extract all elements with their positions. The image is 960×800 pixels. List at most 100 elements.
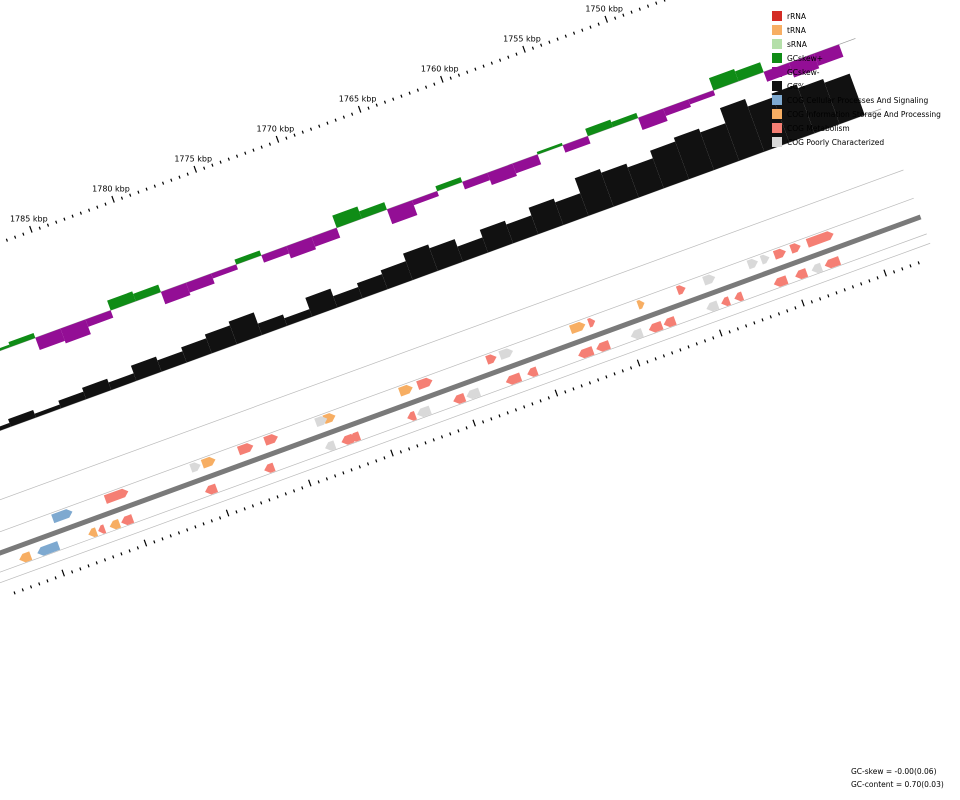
gene-forward-arrow	[189, 462, 201, 473]
track-guide-line	[0, 197, 914, 533]
outer-tick	[268, 142, 272, 146]
outer-tick	[383, 100, 387, 104]
legend-label: rRNA	[787, 11, 807, 21]
gene-reverse-arrow	[795, 268, 809, 280]
gc-content-stat: GC-content = 0.70(0.03)	[851, 780, 944, 789]
gc-content-bar	[798, 79, 840, 134]
gene-forward-arrow	[485, 354, 497, 365]
inner-tick	[424, 441, 427, 445]
gene-reverse-arrow	[663, 316, 677, 328]
gene-forward-arrow	[263, 434, 278, 446]
inner-tick	[112, 555, 115, 559]
gc-skew-bar	[133, 284, 161, 302]
gc-skew-bar	[160, 282, 191, 305]
gc-content-bar	[627, 158, 664, 198]
gc-skew-bar	[261, 246, 290, 263]
gc-content-bar	[650, 141, 689, 189]
outer-tick	[556, 37, 559, 41]
inner-tick	[308, 479, 312, 487]
outer-tick	[408, 91, 411, 95]
gc-content-bar	[58, 391, 87, 409]
inner-tick	[506, 411, 509, 415]
inner-tick	[523, 405, 526, 409]
inner-tick	[143, 539, 148, 547]
gc-skew-bar	[286, 237, 317, 259]
gc-content-bar	[506, 215, 539, 244]
gene-reverse-arrow	[417, 405, 432, 418]
inner-tick	[350, 468, 353, 472]
outer-tick	[622, 13, 625, 17]
gc-content-bar	[228, 312, 262, 345]
gc-skew-bar	[536, 142, 563, 155]
outer-tick	[572, 31, 576, 35]
outer-tick	[161, 181, 165, 185]
outer-tick	[178, 175, 181, 179]
gc-content-bar	[457, 237, 488, 262]
gc-content-bar	[429, 239, 463, 271]
tick-label: 1780 kbp	[92, 184, 130, 193]
gene-forward-arrow	[702, 274, 716, 286]
outer-tick	[186, 172, 189, 176]
gene-reverse-arrow	[98, 524, 107, 534]
gene-forward-arrow	[236, 443, 254, 456]
legend-swatch	[772, 53, 782, 63]
outer-tick	[129, 193, 132, 197]
outer-tick	[14, 235, 17, 239]
tick-label: 1775 kbp	[174, 154, 212, 163]
track-guide-line	[0, 169, 904, 501]
legend-swatch	[772, 123, 782, 133]
gc-skew-bar	[813, 44, 844, 66]
gc-skew-bar	[638, 108, 668, 131]
gc-skew-bar	[311, 227, 341, 247]
inner-tick	[169, 534, 172, 538]
gc-skew-bar	[107, 291, 136, 311]
gc-content-bar	[284, 309, 313, 326]
legend-label: COG Cellular Processes And Signaling	[787, 95, 929, 105]
legend-item: rRNA	[772, 9, 941, 23]
gene-reverse-arrow	[630, 328, 644, 340]
inner-tick	[580, 384, 583, 388]
gc-content-bar	[108, 373, 137, 390]
inner-tick	[539, 399, 542, 403]
gc-skew-bar	[332, 206, 362, 228]
outer-tick	[63, 217, 66, 221]
outer-tick	[71, 214, 74, 218]
gc-content-bar	[356, 274, 388, 299]
inner-tick	[629, 366, 633, 370]
outer-tick	[663, 0, 666, 2]
gene-reverse-arrow	[578, 346, 595, 359]
inner-tick	[901, 267, 904, 271]
outer-tick	[375, 103, 378, 107]
inner-tick	[719, 329, 723, 337]
gene-forward-arrow	[759, 254, 770, 265]
outer-tick	[367, 106, 370, 110]
inner-tick	[917, 261, 920, 265]
legend-item: GC%	[772, 79, 941, 93]
gc-content-bar	[257, 314, 288, 335]
inner-tick	[325, 477, 328, 481]
gene-reverse-arrow	[721, 296, 731, 307]
inner-tick	[301, 486, 304, 490]
gene-reverse-arrow	[341, 433, 355, 445]
inner-tick	[547, 396, 550, 400]
inner-tick	[827, 294, 830, 298]
outer-tick	[326, 121, 329, 125]
gc-skew-bar	[0, 344, 11, 351]
outer-tick	[482, 64, 485, 68]
outer-tick	[170, 178, 173, 182]
gene-forward-arrow	[587, 318, 596, 328]
outer-tick	[5, 238, 8, 242]
gc-skew-bar	[788, 53, 820, 78]
inner-tick	[202, 522, 205, 526]
outer-tick	[433, 82, 436, 86]
gc-content-bar	[719, 98, 765, 161]
legend-swatch	[772, 109, 782, 119]
gc-skew-bar	[562, 136, 591, 153]
gc-skew-bar	[359, 202, 387, 219]
inner-tick	[334, 474, 337, 478]
gc-skew-bar	[611, 112, 639, 127]
outer-tick	[342, 115, 345, 119]
gc-content-bar	[305, 288, 338, 317]
tick-label: 1760 kbp	[421, 64, 459, 73]
gene-reverse-arrow	[811, 262, 824, 274]
